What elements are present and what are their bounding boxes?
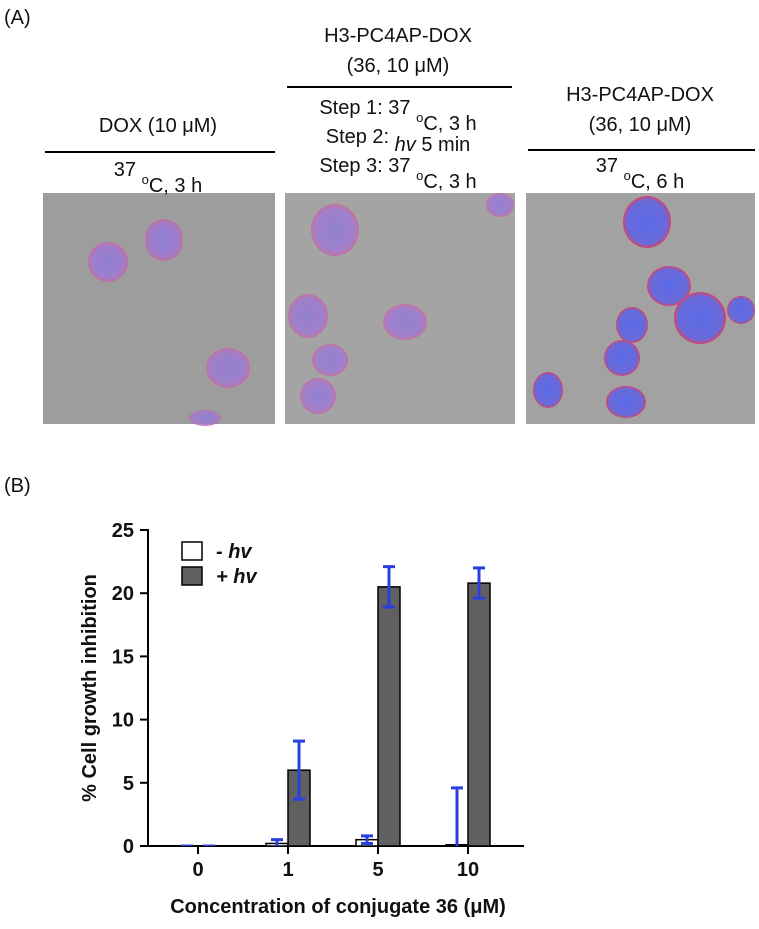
y-tick-label: 15 xyxy=(112,646,134,668)
text-run: Step 2: xyxy=(326,126,395,148)
text-run: 37 xyxy=(114,159,142,181)
superscript: o xyxy=(416,168,423,183)
x-tick-label: 10 xyxy=(457,859,479,881)
panel-condition: Step 3: 37 oC, 3 h xyxy=(319,155,476,193)
text-run: C, 6 h xyxy=(631,171,684,193)
text-run: 5 min xyxy=(416,134,470,156)
superscript: o xyxy=(142,172,149,187)
panel-condition: 37 oC, 6 h xyxy=(596,155,684,193)
micrograph xyxy=(43,193,275,426)
legend-label: + hv xyxy=(216,566,258,588)
bar xyxy=(377,586,401,846)
panel-title: (36, 10 μM) xyxy=(347,55,450,77)
bar xyxy=(467,582,491,846)
x-tick-label: 1 xyxy=(282,859,293,881)
error-bar xyxy=(383,565,395,609)
y-tick-label: 0 xyxy=(123,836,134,858)
error-bar xyxy=(293,739,305,801)
legend-swatch xyxy=(181,566,203,586)
panel-label: (A) xyxy=(4,7,31,29)
italic-run: hv xyxy=(395,134,417,156)
y-tick-label: 5 xyxy=(123,773,134,795)
text-run: (36, 10 μM) xyxy=(589,114,692,136)
micrograph xyxy=(526,193,755,424)
text-run: H3-PC4AP-DOX xyxy=(566,84,714,106)
text-run: C, 3 h xyxy=(423,171,476,193)
y-tick-label: 20 xyxy=(112,583,134,605)
y-tick-label: 10 xyxy=(112,710,134,732)
error-bar xyxy=(271,838,283,846)
panel-title: H3-PC4AP-DOX xyxy=(566,84,714,106)
superscript: o xyxy=(624,168,631,183)
text-run: 37 xyxy=(596,155,624,177)
panel-title: H3-PC4AP-DOX xyxy=(324,25,472,47)
panel-title: DOX (10 μM) xyxy=(99,115,217,137)
legend-swatch xyxy=(181,541,203,561)
error-bar xyxy=(473,566,485,600)
y-tick-label: 25 xyxy=(112,520,134,542)
text-run: DOX (10 μM) xyxy=(99,115,217,137)
panel-condition: 37 oC, 3 h xyxy=(114,159,202,197)
panel-condition: Step 1: 37 oC, 3 h xyxy=(319,97,476,135)
y-axis-label: % Cell growth inhibition xyxy=(79,574,101,802)
error-bar xyxy=(361,834,373,845)
text-run: H3-PC4AP-DOX xyxy=(324,25,472,47)
panel-title: (36, 10 μM) xyxy=(589,114,692,136)
text-run: C, 3 h xyxy=(423,113,476,135)
x-tick-label: 0 xyxy=(192,859,203,881)
legend-label: - hv xyxy=(216,541,253,563)
x-axis-label: Concentration of conjugate 36 (μM) xyxy=(170,896,506,918)
text-run: Step 1: 37 xyxy=(319,97,416,119)
plot-area xyxy=(181,565,491,846)
x-tick-label: 5 xyxy=(372,859,383,881)
text-run: (36, 10 μM) xyxy=(347,55,450,77)
panel-condition: Step 2: hv 5 min xyxy=(326,126,471,156)
text-run: Step 3: 37 xyxy=(319,155,416,177)
micrograph xyxy=(285,193,515,424)
text-run: C, 3 h xyxy=(149,175,202,197)
superscript: o xyxy=(416,110,423,125)
error-bar xyxy=(451,786,463,846)
panel-label: (B) xyxy=(4,475,31,497)
